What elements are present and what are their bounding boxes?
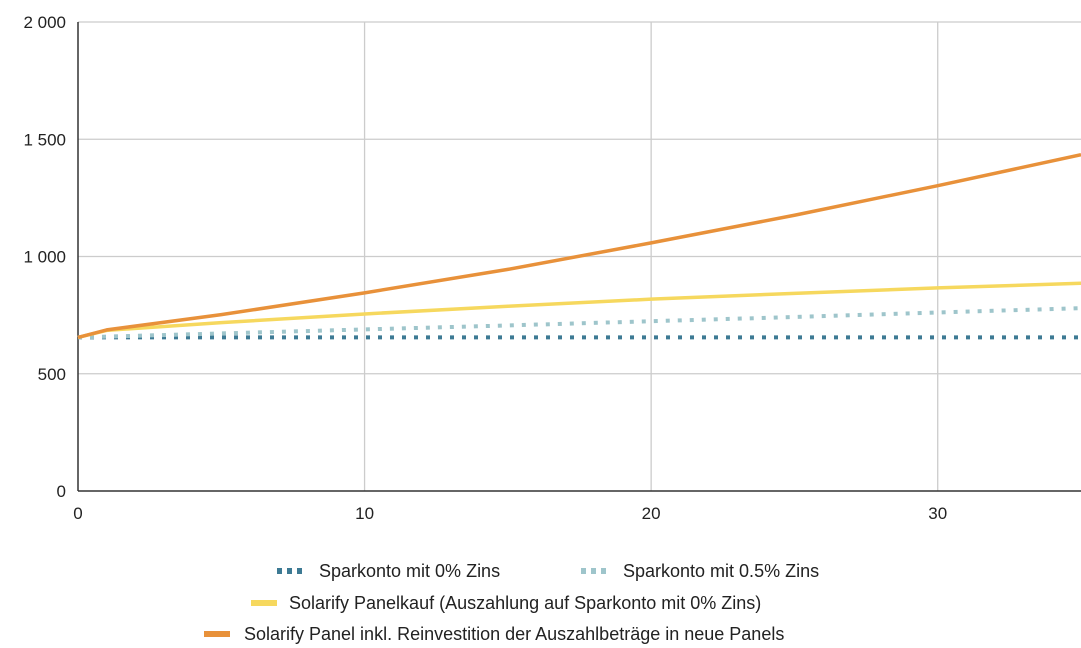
legend-marker-1-dot-1 — [277, 568, 282, 574]
y-tick-label-2000: 2 000 — [23, 13, 66, 32]
legend: Sparkonto mit 0% Zins Sparkonto mit 0.5% … — [204, 561, 819, 644]
y-tick-label-500: 500 — [38, 365, 66, 384]
legend-marker-4 — [204, 631, 230, 637]
y-tick-label-1000: 1 000 — [23, 248, 66, 267]
x-tick-label-30: 30 — [928, 504, 947, 523]
x-tick-label-0: 0 — [73, 504, 82, 523]
y-tick-label-1500: 1 500 — [23, 130, 66, 149]
axes — [77, 22, 1081, 492]
grid-lines — [78, 21, 1081, 491]
y-tick-label-0: 0 — [57, 482, 66, 501]
legend-marker-1-dot-3 — [297, 568, 302, 574]
legend-marker-2-dot-3 — [601, 568, 606, 574]
legend-label-2: Sparkonto mit 0.5% Zins — [623, 561, 819, 581]
legend-label-3: Solarify Panelkauf (Auszahlung auf Spark… — [289, 593, 761, 613]
legend-label-1: Sparkonto mit 0% Zins — [319, 561, 500, 581]
x-tick-label-20: 20 — [642, 504, 661, 523]
legend-marker-2-dot-2 — [591, 568, 596, 574]
legend-marker-3 — [251, 600, 277, 606]
legend-label-4: Solarify Panel inkl. Reinvestition der A… — [244, 624, 784, 644]
series-lines — [77, 153, 1081, 340]
legend-marker-1-dot-2 — [287, 568, 292, 574]
series-line-3 — [77, 281, 1081, 340]
x-tick-label-10: 10 — [355, 504, 374, 523]
series-line-4 — [77, 153, 1081, 340]
legend-marker-2-dot-1 — [581, 568, 586, 574]
tick-labels: 0 500 1 000 1 500 2 000 0 10 20 30 — [23, 13, 947, 523]
